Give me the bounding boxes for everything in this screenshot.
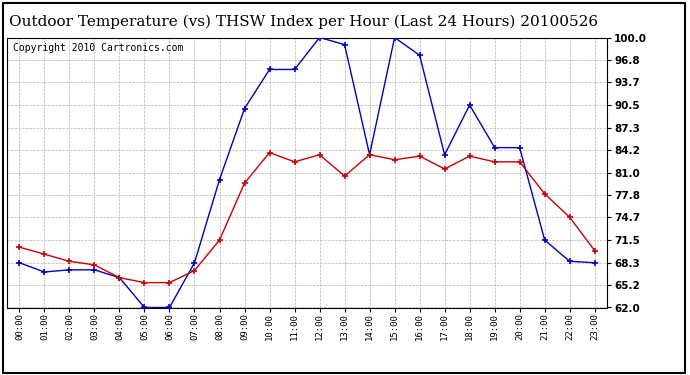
- Text: Outdoor Temperature (vs) THSW Index per Hour (Last 24 Hours) 20100526: Outdoor Temperature (vs) THSW Index per …: [9, 15, 598, 29]
- Text: Copyright 2010 Cartronics.com: Copyright 2010 Cartronics.com: [13, 43, 184, 53]
